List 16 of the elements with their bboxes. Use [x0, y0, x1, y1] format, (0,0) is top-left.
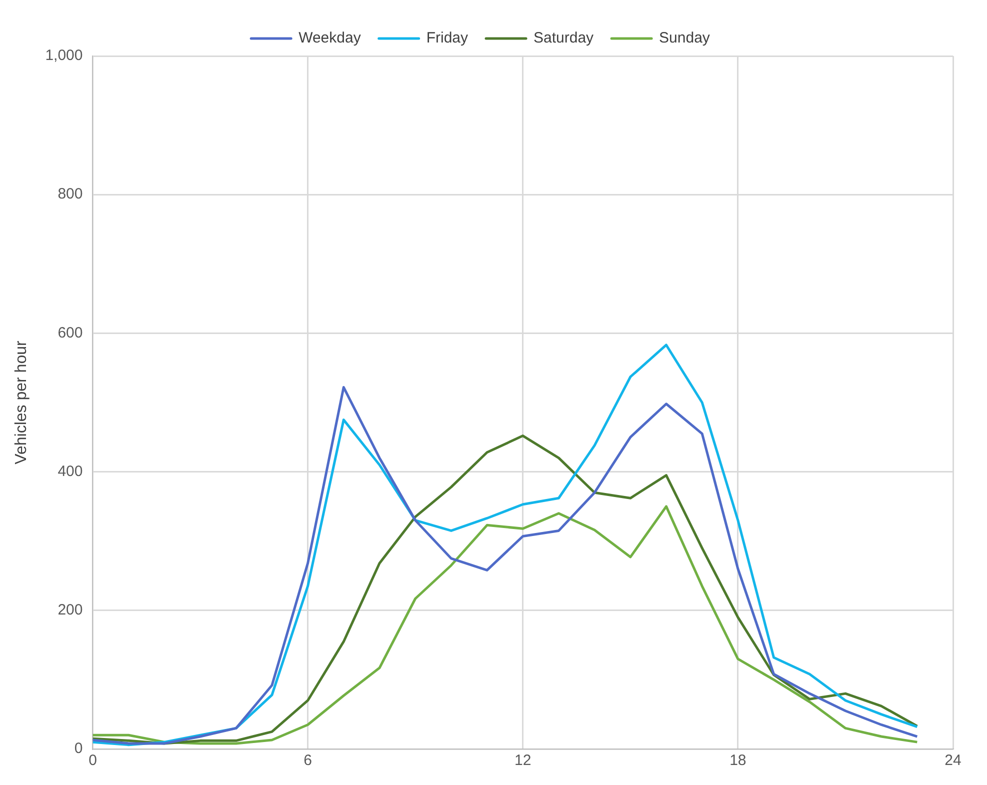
- legend-label: Weekday: [298, 30, 362, 47]
- y-tick-label: 400: [58, 462, 83, 480]
- y-tick-label: 800: [58, 186, 83, 203]
- x-tick-label: 0: [88, 752, 97, 770]
- y-tick-label: 0: [74, 740, 83, 758]
- y-tick-label: 1,000: [45, 47, 83, 64]
- legend-label: Saturday: [534, 30, 594, 47]
- x-tick-label: 6: [304, 752, 312, 770]
- x-tick-label: 12: [514, 752, 532, 770]
- y-tick-label: 600: [58, 324, 83, 342]
- y-tick-label: 200: [58, 602, 83, 619]
- x-tick-label: 18: [730, 752, 746, 770]
- y-axis-title: Vehicles per hour: [13, 340, 30, 464]
- x-tick-label: 24: [944, 752, 962, 770]
- legend-label: Friday: [426, 30, 469, 47]
- legend-label: Sunday: [659, 30, 710, 47]
